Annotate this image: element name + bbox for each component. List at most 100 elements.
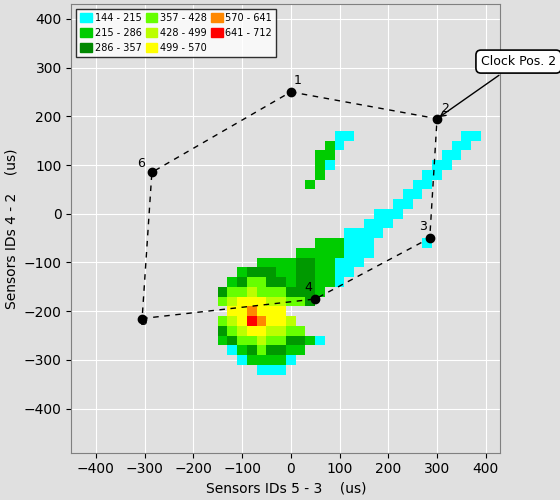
Bar [267,336,276,345]
Bar [461,131,471,140]
Legend: 144 - 215, 215 - 286, 286 - 357, 357 - 428, 428 - 499, 499 - 570, 570 - 641, 641: 144 - 215, 215 - 286, 286 - 357, 357 - 4… [76,9,276,56]
Bar [267,326,276,336]
Bar [305,248,315,258]
Bar [452,150,461,160]
Bar [237,355,247,365]
Bar [315,258,325,268]
Bar [267,355,276,365]
Bar [325,248,335,258]
Bar [276,326,286,336]
Bar [218,296,227,306]
Bar [256,296,267,306]
Bar [344,258,354,268]
Bar [247,326,256,336]
Bar [227,296,237,306]
Bar [374,228,384,238]
Bar [354,228,364,238]
Bar [267,287,276,296]
Bar [296,258,305,268]
Bar [286,268,296,277]
Bar [286,277,296,287]
Bar [227,336,237,345]
Bar [237,268,247,277]
Bar [286,326,296,336]
Bar [237,277,247,287]
Bar [432,160,442,170]
Bar [364,238,374,248]
Bar [315,248,325,258]
Bar [296,287,305,296]
Bar [286,287,296,296]
Text: Clock Pos. 2: Clock Pos. 2 [441,55,556,116]
Bar [286,316,296,326]
Bar [344,131,354,140]
Bar [325,238,335,248]
Bar [393,209,403,218]
Bar [335,268,344,277]
Bar [256,268,267,277]
Bar [305,296,315,306]
Bar [305,277,315,287]
Bar [384,218,393,228]
Bar [256,277,267,287]
Bar [413,180,422,190]
Bar [247,355,256,365]
Bar [354,248,364,258]
Bar [286,258,296,268]
Bar [256,287,267,296]
Bar [227,277,237,287]
Text: 2: 2 [441,102,449,115]
Bar [315,277,325,287]
Bar [237,346,247,355]
Bar [267,316,276,326]
Bar [442,150,452,160]
Bar [247,277,256,287]
Bar [296,326,305,336]
Bar [432,170,442,179]
Bar [325,268,335,277]
Bar [267,258,276,268]
Bar [276,306,286,316]
Bar [354,238,364,248]
Bar [267,268,276,277]
Bar [305,180,315,190]
Bar [403,190,413,199]
Bar [247,268,256,277]
Bar [286,296,296,306]
Bar [325,258,335,268]
Bar [237,306,247,316]
Bar [286,355,296,365]
Bar [227,316,237,326]
Bar [315,268,325,277]
Bar [305,258,315,268]
Text: 4: 4 [305,281,312,294]
Bar [296,277,305,287]
Bar [296,248,305,258]
Bar [218,326,227,336]
Bar [227,306,237,316]
Bar [325,277,335,287]
Bar [256,306,267,316]
Bar [256,365,267,374]
Bar [471,131,481,140]
Bar [276,346,286,355]
X-axis label: Sensors IDs 5 - 3    (us): Sensors IDs 5 - 3 (us) [206,482,366,496]
Bar [374,218,384,228]
Bar [227,287,237,296]
Bar [315,238,325,248]
Bar [315,336,325,345]
Bar [384,209,393,218]
Bar [256,346,267,355]
Bar [461,140,471,150]
Bar [276,287,286,296]
Bar [276,277,286,287]
Bar [227,326,237,336]
Bar [315,170,325,179]
Bar [335,248,344,258]
Bar [247,296,256,306]
Bar [344,248,354,258]
Bar [422,170,432,179]
Bar [452,140,461,150]
Bar [422,180,432,190]
Bar [237,336,247,345]
